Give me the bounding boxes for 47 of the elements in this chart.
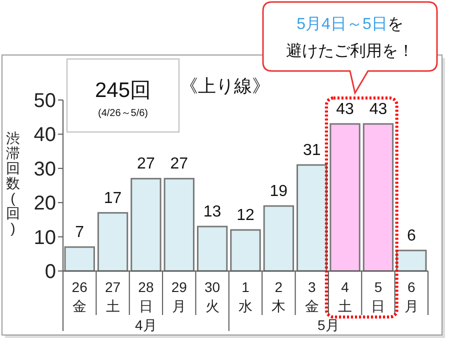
- x-tick-label: 1 水: [238, 279, 252, 314]
- y-tick-label: 30: [34, 158, 56, 180]
- data-label: 27: [170, 156, 188, 173]
- x-tick-label: 27 土: [104, 279, 121, 314]
- data-label: 43: [369, 100, 388, 118]
- bar: [396, 250, 427, 272]
- data-label: 17: [104, 190, 122, 207]
- x-tick-label: 2 木: [272, 279, 286, 314]
- bar: [230, 229, 261, 272]
- text: 《上り線》: [180, 76, 270, 96]
- bar: [97, 212, 128, 272]
- bar: [64, 246, 95, 272]
- x-tick-label: 28 日: [138, 279, 154, 314]
- x-tick-label: 29 月: [171, 279, 188, 314]
- x-tick-label: 3 金: [304, 279, 319, 314]
- x-tick-label: 30 火: [204, 279, 220, 314]
- x-tick-label: 4 土: [338, 279, 352, 314]
- bar: [263, 205, 294, 272]
- data-label: 27: [137, 156, 155, 173]
- bar: [130, 178, 162, 272]
- data-label: 19: [270, 183, 288, 200]
- text: 4月: [135, 317, 157, 333]
- data-label: 7: [75, 224, 84, 242]
- x-tick-label: 5 日: [371, 279, 386, 314]
- y-tick-label: 0: [44, 261, 56, 283]
- data-label: 12: [236, 206, 254, 224]
- text: 5月4日～5日を: [296, 16, 404, 33]
- annotation: (4/26～5/6): [98, 108, 148, 119]
- text: 5月: [318, 317, 340, 333]
- y-axis-title: 渋滞回数(回): [6, 130, 20, 236]
- x-tick-label: 6 月: [404, 279, 418, 314]
- data-label: 13: [203, 204, 222, 221]
- text: 避けたご利用を！: [286, 42, 414, 60]
- x-tick-label: 26 金: [72, 279, 88, 314]
- bar: [196, 226, 228, 272]
- data-label: 6: [406, 227, 416, 244]
- y-tick-label: 50: [34, 90, 56, 112]
- y-tick-label: 20: [34, 192, 56, 215]
- bar: [164, 178, 194, 272]
- annotation: 245回: [94, 79, 152, 102]
- y-tick-label: 40: [34, 124, 56, 146]
- data-label: 31: [302, 142, 321, 159]
- y-tick-label: 10: [34, 226, 56, 249]
- bar: [330, 123, 360, 272]
- bar: [296, 164, 328, 272]
- data-label: 43: [336, 100, 354, 118]
- bar: [362, 123, 394, 272]
